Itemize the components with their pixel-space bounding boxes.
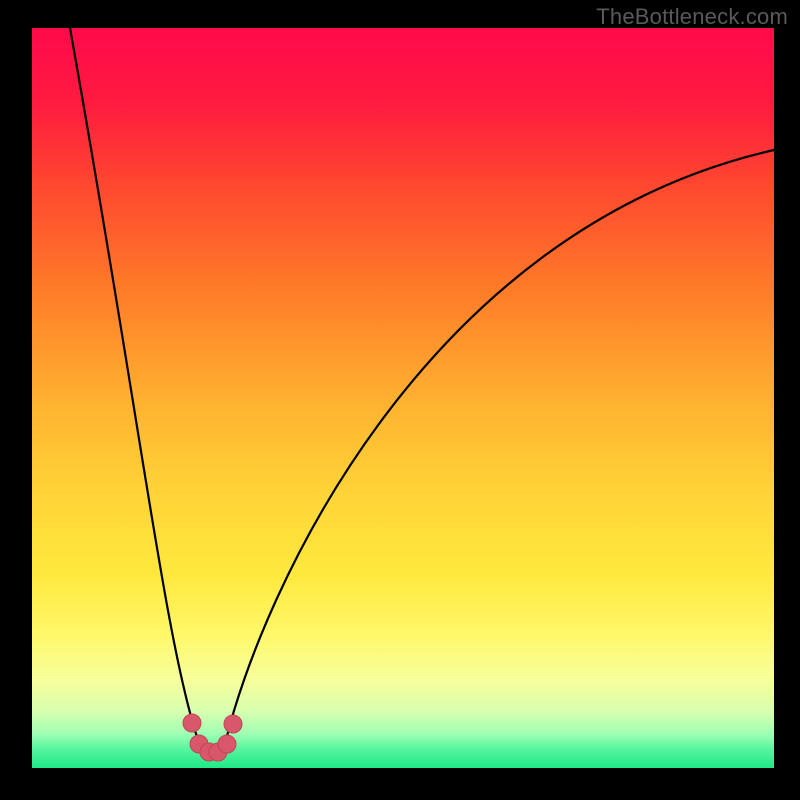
curve-marker (183, 714, 201, 732)
plot-area (0, 0, 800, 800)
curve-marker (218, 735, 236, 753)
curve-marker (224, 715, 242, 733)
chart-svg (0, 0, 800, 800)
watermark-text: TheBottleneck.com (596, 4, 788, 30)
gradient-background (32, 28, 774, 768)
